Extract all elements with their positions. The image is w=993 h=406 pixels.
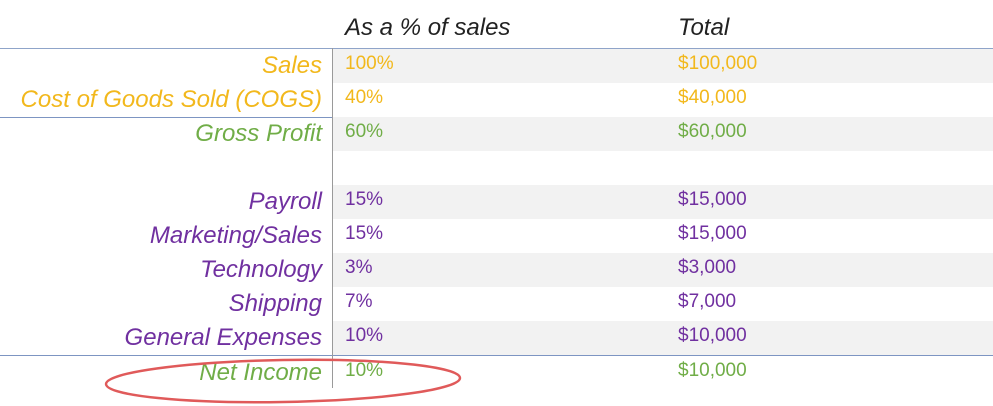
table-row-shipping: Shipping 7% $7,000	[0, 287, 993, 321]
table-row-gross-profit: Gross Profit 60% $60,000	[0, 117, 993, 151]
row-label-sales: Sales	[261, 52, 322, 79]
row-pct-technology: 3%	[345, 257, 373, 278]
row-shading	[333, 185, 993, 219]
row-total-technology: $3,000	[678, 257, 737, 278]
header-percent-of-sales: As a % of sales	[345, 14, 511, 41]
row-shading	[333, 117, 993, 151]
header-total: Total	[678, 14, 730, 41]
row-label-net-income: Net Income	[199, 359, 322, 386]
row-total-gross-profit: $60,000	[678, 121, 747, 142]
row-total-shipping: $7,000	[678, 291, 737, 312]
row-label-payroll: Payroll	[248, 188, 322, 215]
row-pct-gross-profit: 60%	[345, 121, 384, 142]
table-row-cogs: Cost of Goods Sold (COGS) 40% $40,000	[0, 83, 993, 117]
table-row-technology: Technology 3% $3,000	[0, 253, 993, 287]
table-row-general-expenses: General Expenses 10% $10,000	[0, 321, 993, 355]
row-total-payroll: $15,000	[678, 189, 747, 210]
table-row-payroll: Payroll 15% $15,000	[0, 185, 993, 219]
row-pct-general-expenses: 10%	[345, 325, 384, 346]
row-label-cogs: Cost of Goods Sold (COGS)	[20, 86, 322, 113]
header-rule	[0, 48, 993, 49]
table-row-spacer	[0, 151, 993, 185]
row-total-general-expenses: $10,000	[678, 325, 747, 346]
row-label-technology: Technology	[200, 256, 322, 283]
column-divider	[332, 48, 333, 388]
row-pct-marketing-sales: 15%	[345, 223, 384, 244]
table-row-net-income: Net Income 10% $10,000	[0, 356, 993, 390]
row-label-general-expenses: General Expenses	[124, 324, 322, 351]
row-pct-sales: 100%	[345, 53, 394, 74]
row-total-cogs: $40,000	[678, 87, 747, 108]
row-pct-cogs: 40%	[345, 87, 384, 108]
row-label-shipping: Shipping	[228, 290, 322, 317]
row-label-gross-profit: Gross Profit	[195, 120, 322, 147]
row-pct-payroll: 15%	[345, 189, 384, 210]
row-label-marketing-sales: Marketing/Sales	[149, 222, 322, 249]
table-row-marketing-sales: Marketing/Sales 15% $15,000	[0, 219, 993, 253]
row-shading	[333, 321, 993, 355]
row-pct-net-income: 10%	[345, 360, 384, 381]
row-total-marketing-sales: $15,000	[678, 223, 747, 244]
row-total-net-income: $10,000	[678, 360, 747, 381]
row-shading	[333, 49, 993, 83]
row-pct-shipping: 7%	[345, 291, 373, 312]
row-total-sales: $100,000	[678, 53, 758, 74]
table-row-sales: Sales 100% $100,000	[0, 49, 993, 83]
row-shading	[333, 253, 993, 287]
net-income-rule	[0, 355, 993, 356]
